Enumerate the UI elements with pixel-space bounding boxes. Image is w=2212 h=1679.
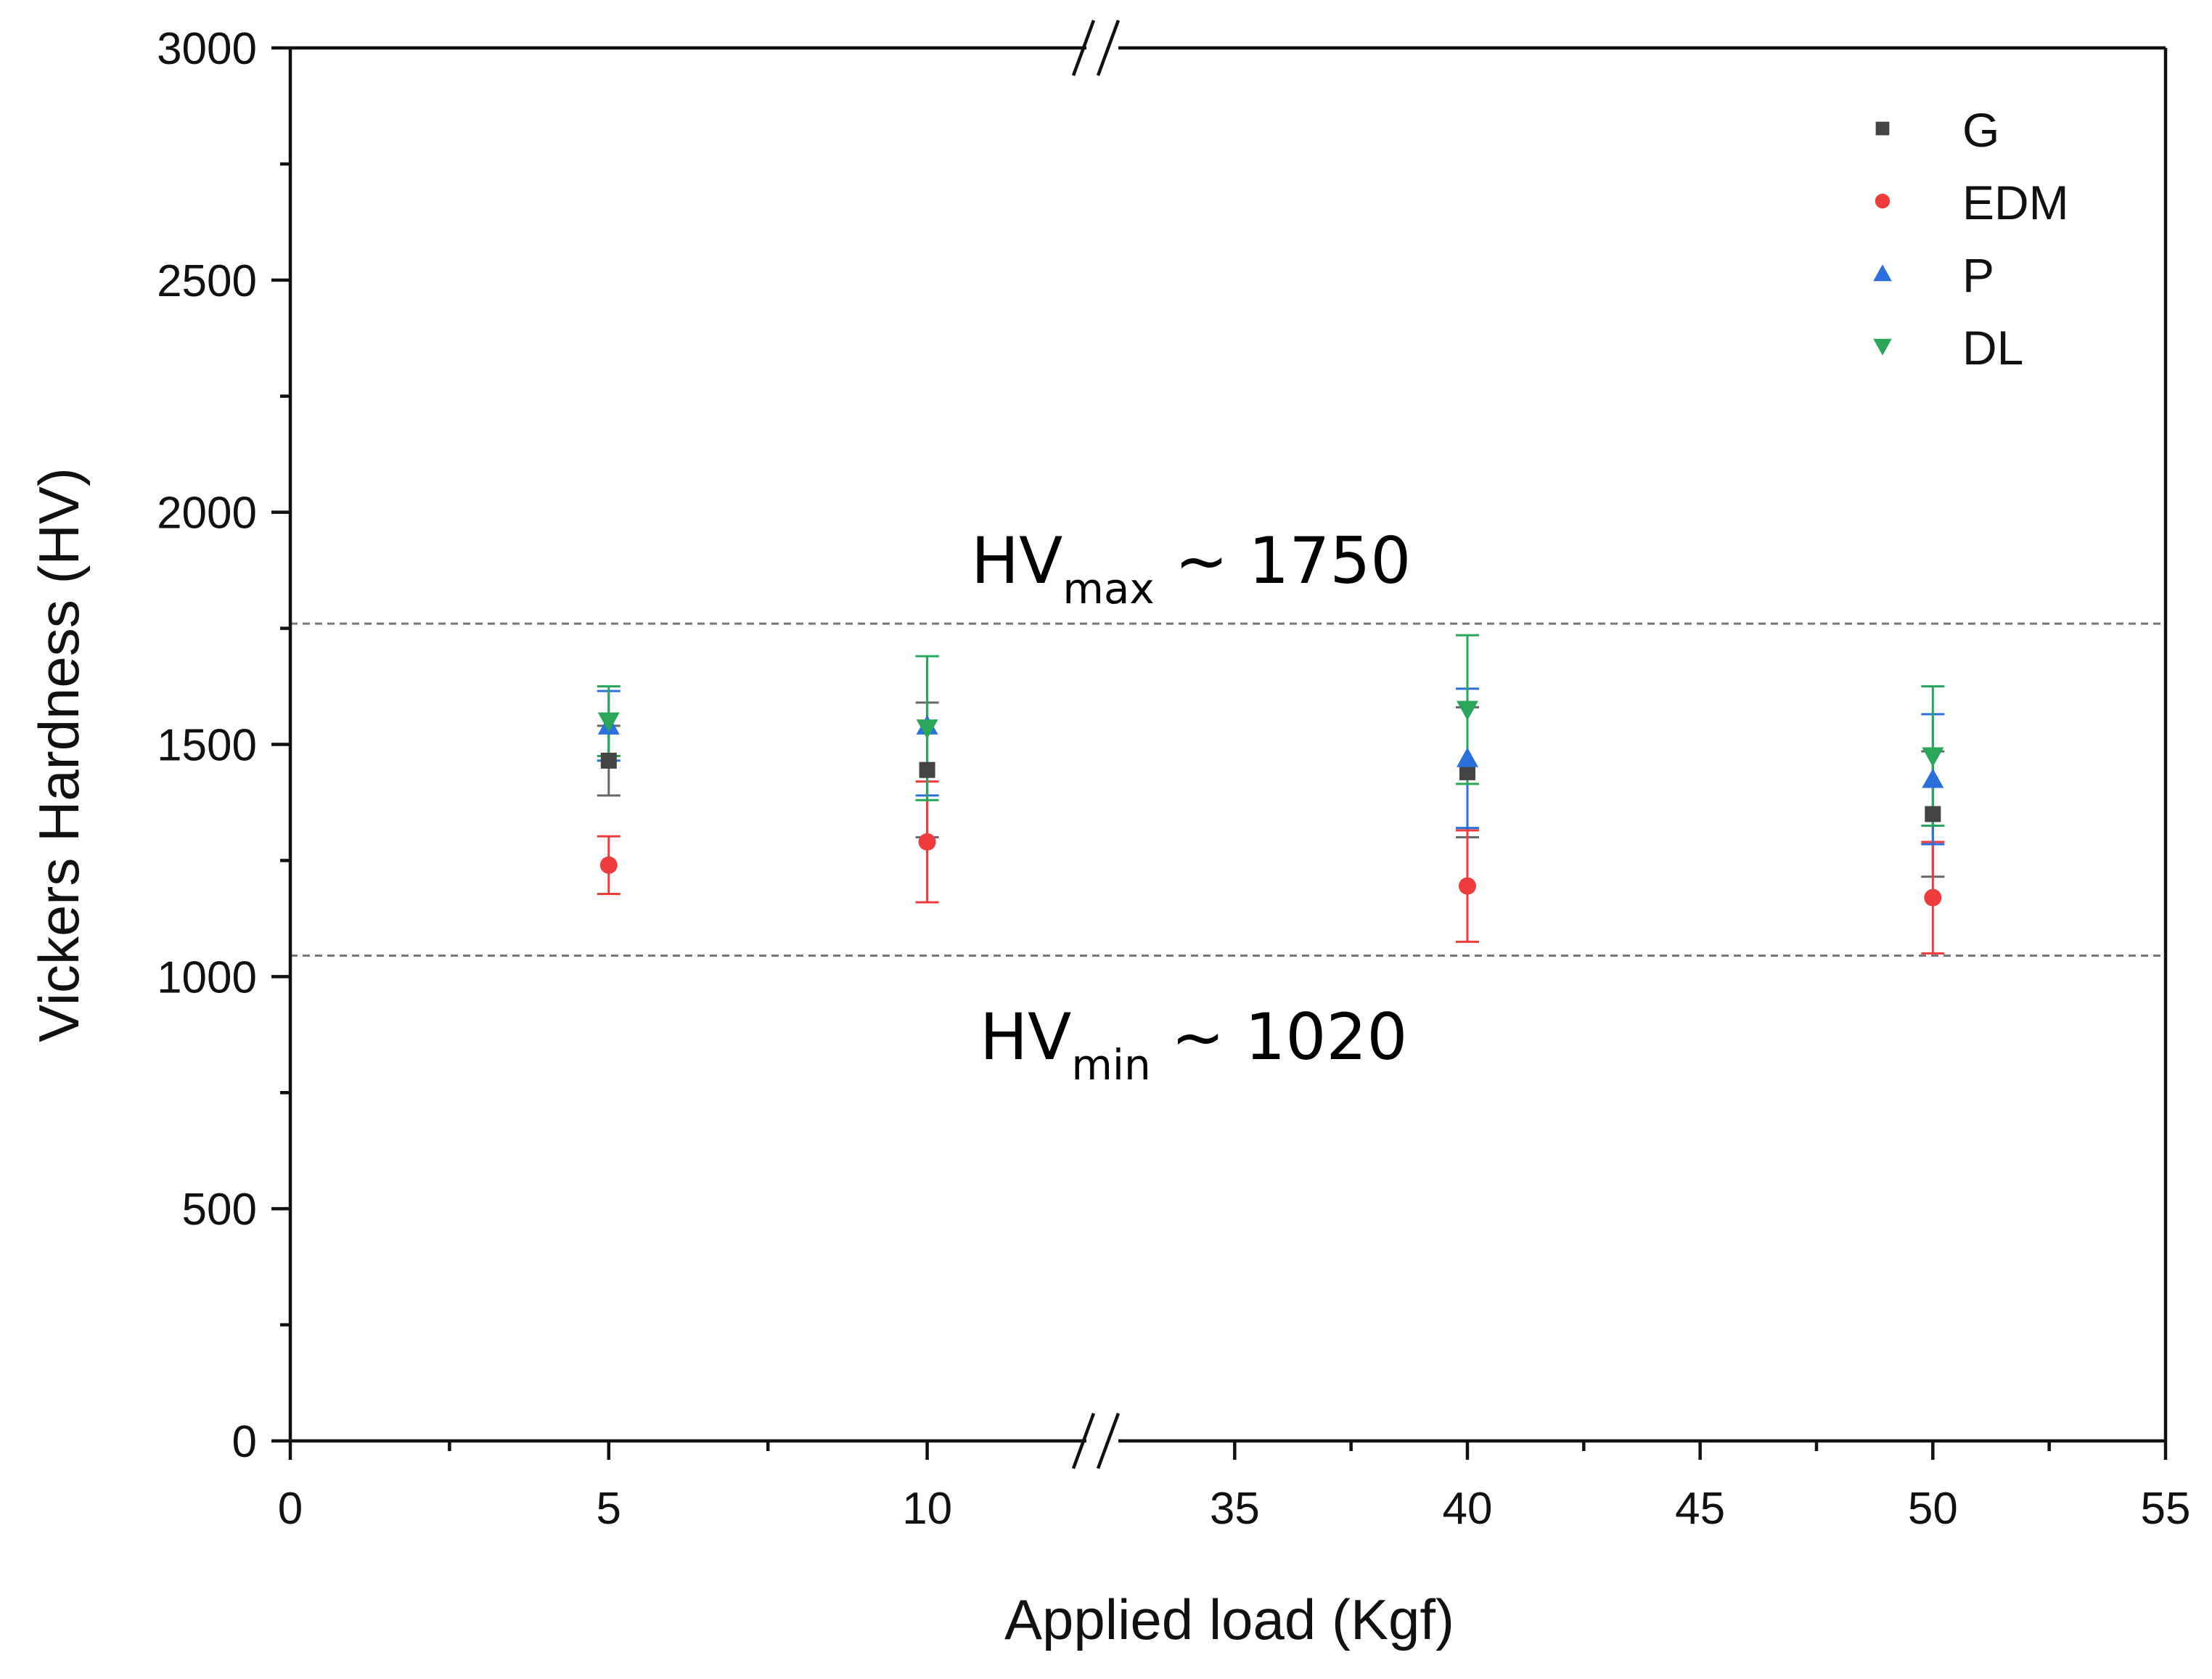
bottom-axis-break-mark-1	[1096, 1413, 1121, 1469]
bottom-axis-break-mark-0	[1071, 1413, 1096, 1469]
marker-edm-50	[1924, 888, 1942, 907]
marker-g-5	[600, 752, 617, 769]
legend-label-dl: DL	[1962, 321, 2023, 375]
x-tick-label: 10	[902, 1484, 952, 1534]
hv-min-sub: min	[1071, 1040, 1150, 1090]
reference-lines	[290, 622, 2166, 957]
legend-marker-g	[1875, 121, 1890, 136]
marker-edm-10	[918, 833, 936, 851]
hv-min-main: HV	[980, 1000, 1071, 1074]
y-axis-title: Vickers Hardness (HV)	[27, 467, 91, 1042]
y-tick-label: 1500	[157, 721, 257, 771]
legend: G EDM P DL	[1873, 103, 2069, 375]
marker-dl-5	[597, 712, 620, 732]
x-tick-label: 55	[2141, 1484, 2191, 1534]
marker-edm-5	[599, 856, 618, 874]
y-tick-label: 0	[232, 1417, 257, 1467]
y-tick-label: 2000	[157, 489, 257, 539]
marker-p-50	[1922, 768, 1944, 788]
marker-dl-40	[1457, 700, 1478, 721]
marker-g-40	[1459, 764, 1475, 780]
x-tick-label: 0	[278, 1484, 303, 1534]
marker-dl-50	[1922, 747, 1944, 767]
x-tick-label: 50	[1908, 1484, 1958, 1534]
hv-max-main: HV	[971, 523, 1062, 598]
x-tick-label: 45	[1675, 1484, 1725, 1534]
axes: 0 500 1000 1500 2000 2500 3000 0 5 10 35 40 45 50 55	[157, 20, 2190, 1534]
legend-label-edm: EDM	[1962, 176, 2069, 229]
x-tick-label: 35	[1210, 1484, 1260, 1534]
hv-max-sub: max	[1062, 564, 1154, 613]
marker-g-10	[919, 761, 935, 778]
legend-label-g: G	[1962, 103, 1999, 157]
marker-edm-40	[1459, 877, 1476, 895]
marker-p-40	[1457, 747, 1478, 767]
hv-min-value: ~ 1020	[1151, 1000, 1408, 1074]
legend-label-p: P	[1962, 248, 1994, 302]
x-tick-label: 5	[597, 1484, 621, 1534]
data-markers	[597, 700, 1944, 907]
x-axis-title: Applied load (Kgf)	[1004, 1588, 1454, 1651]
legend-marker-p	[1873, 264, 1892, 282]
top-axis-break-mark-0	[1071, 20, 1096, 76]
marker-g-50	[1925, 806, 1941, 822]
y-tick-label: 1000	[157, 952, 257, 1002]
error-bars	[597, 634, 1945, 955]
top-axis-break-mark-1	[1096, 20, 1121, 76]
marker-dl-10	[916, 719, 938, 740]
hv-min-annotation: HVmin ~ 1020	[980, 1000, 1407, 1090]
hv-max-value: ~ 1750	[1155, 523, 1412, 598]
y-tick-label: 2500	[157, 256, 257, 306]
legend-marker-dl	[1873, 338, 1892, 356]
hv-max-annotation: HVmax ~ 1750	[971, 523, 1411, 613]
y-tick-label: 500	[182, 1185, 257, 1235]
x-tick-label: 40	[1443, 1484, 1493, 1534]
y-tick-label: 3000	[157, 24, 257, 74]
legend-marker-edm	[1875, 193, 1891, 209]
